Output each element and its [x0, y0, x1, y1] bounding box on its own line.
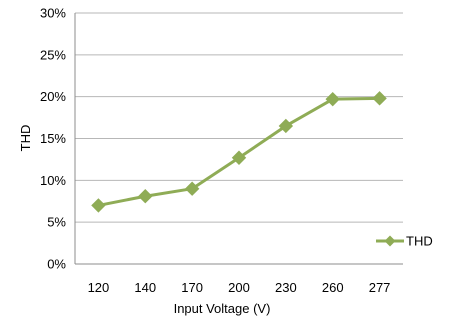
x-tick-label: 260: [322, 280, 344, 295]
data-point-marker: [184, 181, 200, 196]
x-tick-labels: 120 140 170 200 230 260 277: [88, 280, 391, 295]
y-tick-label: 10%: [40, 173, 66, 188]
x-tick-label: 277: [369, 280, 391, 295]
axes: [74, 13, 403, 265]
data-point-marker: [91, 198, 106, 213]
x-axis-title: Input Voltage (V): [174, 301, 271, 316]
legend-label: THD: [406, 234, 433, 249]
x-tick-label: 140: [134, 280, 156, 295]
data-point-marker: [278, 118, 294, 134]
y-tick-labels: 0% 5% 10% 15% 20% 25% 30%: [40, 6, 66, 272]
y-tick-label: 0%: [47, 257, 66, 272]
x-tick-label: 170: [181, 280, 203, 295]
legend-marker-diamond: [384, 235, 396, 247]
y-tick-label: 15%: [40, 131, 66, 146]
data-point-marker: [231, 150, 247, 165]
x-tick-label: 230: [275, 280, 297, 295]
series-layer: [91, 91, 387, 213]
data-point-marker: [372, 91, 387, 106]
x-tick-label: 200: [228, 280, 250, 295]
y-tick-label: 25%: [40, 47, 66, 62]
legend: THD: [376, 234, 433, 249]
y-axis-title: THD: [18, 125, 33, 152]
data-point-marker: [325, 91, 340, 107]
gridlines: [75, 12, 403, 223]
y-tick-label: 5%: [47, 215, 66, 230]
data-point-marker: [138, 189, 153, 204]
y-tick-label: 30%: [40, 6, 66, 21]
y-tick-label: 20%: [40, 89, 66, 104]
x-tick-label: 120: [88, 280, 110, 295]
